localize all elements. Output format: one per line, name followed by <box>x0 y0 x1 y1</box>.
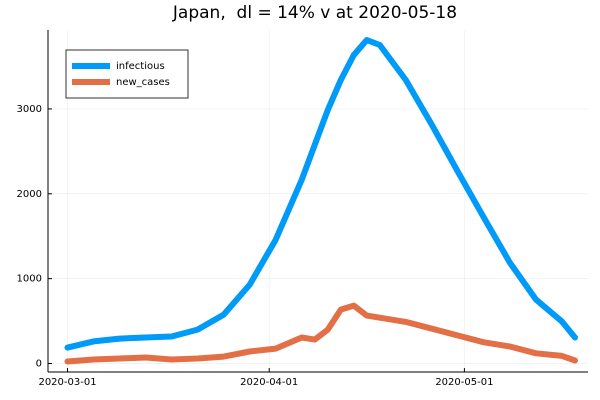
x-tick-label: 2020-04-01 <box>240 377 298 388</box>
y-tick-label: 1000 <box>17 274 42 285</box>
x-tick-label: 2020-05-01 <box>435 377 493 388</box>
y-tick-label: 2000 <box>17 189 42 200</box>
y-tick-label: 3000 <box>17 104 42 115</box>
legend-box <box>65 49 189 99</box>
y-tick-label: 0 <box>36 359 42 370</box>
line <box>64 302 578 365</box>
legend-label: infectious <box>116 61 165 72</box>
chart-title: Japan, dl = 14% v at 2020-05-18 <box>172 3 457 23</box>
x-tick-label: 2020-03-01 <box>38 377 96 388</box>
legend-label: new_cases <box>116 77 170 88</box>
line <box>64 37 578 351</box>
